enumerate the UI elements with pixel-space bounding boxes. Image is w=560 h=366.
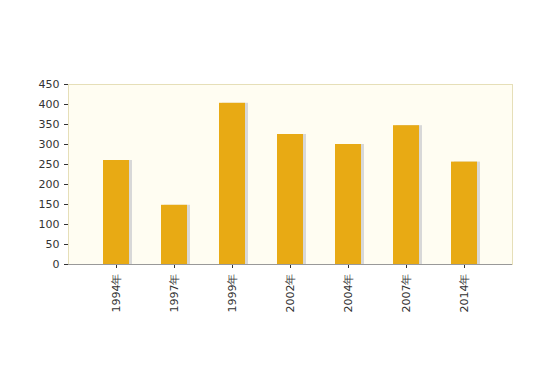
svg-text:1997年: 1997年 — [168, 274, 181, 313]
svg-text:1994年: 1994年 — [110, 274, 123, 313]
html-text:卸売業の従業者数: 卸売業の従業者数 — [16, 7, 120, 22]
svg-text:2014年: 2014年 — [458, 274, 471, 313]
svg-text:300: 300 — [39, 138, 60, 151]
svg-text:100: 100 — [39, 218, 60, 231]
html-text:[人]: [人] — [20, 56, 42, 70]
svg-text:0: 0 — [53, 258, 60, 271]
html-text:2014年: 256人: 2014年: 256人 — [435, 64, 514, 77]
svg-text:2007年: 2007年 — [400, 274, 413, 313]
svg-text:250: 250 — [39, 158, 60, 171]
svg-text:200: 200 — [39, 178, 60, 191]
svg-text:50: 50 — [46, 238, 60, 251]
svg-text:150: 150 — [39, 198, 60, 211]
svg-text:2002年: 2002年 — [284, 274, 297, 313]
svg-text:450: 450 — [39, 78, 60, 91]
svg-text:2004年: 2004年 — [342, 274, 355, 313]
svg-text:1999年: 1999年 — [226, 274, 239, 313]
svg-text:350: 350 — [39, 118, 60, 131]
svg-text:400: 400 — [39, 98, 60, 111]
